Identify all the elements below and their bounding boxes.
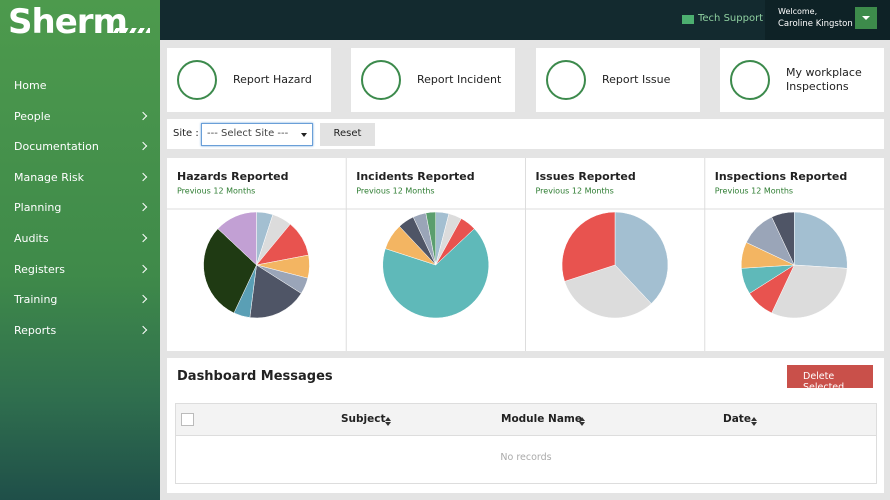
action-icon: [177, 60, 217, 100]
sort-icon: [385, 422, 391, 429]
chart-subtitle: Previous 12 Months: [536, 187, 614, 196]
sort-icon: [751, 422, 757, 429]
chart-subtitle: Previous 12 Months: [715, 187, 793, 196]
chart-title: Inspections Reported: [715, 170, 848, 183]
column-header[interactable]: Module Name: [501, 413, 582, 425]
logo[interactable]: Sherm: [8, 2, 128, 42]
action-icon: [361, 60, 401, 100]
column-header[interactable]: Subject: [341, 413, 386, 425]
caret: [862, 16, 870, 24]
nav-item[interactable]: Audits: [14, 232, 148, 245]
site-label: Site :: [173, 128, 199, 139]
pie-slice: [564, 264, 652, 319]
charts-panel: Hazards Reported Previous 12 Months Incide…: [167, 158, 884, 351]
chart-subtitle: Previous 12 Months: [356, 187, 434, 196]
sort-icon: [751, 414, 757, 421]
topbar: Tech Support Welcome, Caroline Kingston: [160, 0, 890, 40]
welcome: Welcome,: [778, 7, 818, 16]
sort-icon: [579, 422, 585, 429]
user-box: Welcome, Caroline Kingston: [765, 0, 890, 40]
action-card[interactable]: Report Incident: [351, 48, 515, 112]
nav-item[interactable]: People: [14, 110, 148, 123]
nav-item[interactable]: Registers: [14, 263, 148, 276]
action-label: My workplace Inspections: [786, 66, 862, 93]
user-menu[interactable]: [855, 7, 877, 29]
caret: [301, 133, 307, 140]
pie-slice: [614, 211, 669, 304]
messages-panel: Dashboard Messages Delete Selected Subje…: [167, 358, 884, 493]
messages-title: Dashboard Messages: [177, 369, 333, 384]
nav-item[interactable]: Home: [14, 79, 47, 92]
action-label: Report Incident: [417, 73, 502, 86]
table-header: Subject Module Name Date: [176, 404, 876, 436]
sort-icon: [385, 414, 391, 421]
action-label: Report Hazard: [233, 73, 312, 86]
pie-slice: [203, 228, 257, 314]
nav-item[interactable]: Planning: [14, 201, 148, 214]
messages-table: Subject Module Name Date No records: [175, 403, 877, 484]
sidebar: Sherm Home People Documentation Manage Risk…: [0, 0, 160, 500]
pie-slice: [382, 228, 489, 319]
chart-subtitle: Previous 12 Months: [177, 187, 255, 196]
pie-slice: [561, 211, 616, 282]
filter-bar: Site : --- Select Site --- Reset: [167, 119, 884, 149]
site-select[interactable]: --- Select Site ---: [201, 123, 313, 146]
action-icon: [730, 60, 770, 100]
action-card[interactable]: Report Issue: [536, 48, 700, 112]
pie-slice: [425, 211, 436, 266]
pie-slice: [249, 264, 302, 319]
empty-text: No records: [500, 452, 552, 463]
action-icon: [546, 60, 586, 100]
select-text: --- Select Site ---: [207, 128, 289, 139]
pie-slice: [771, 211, 795, 266]
column-header[interactable]: Date: [723, 413, 751, 425]
chart-title: Incidents Reported: [356, 170, 474, 183]
mail-icon: [682, 15, 694, 24]
pie-slice: [794, 211, 848, 269]
reset-button[interactable]: Reset: [320, 123, 375, 146]
action-card[interactable]: Report Hazard: [167, 48, 331, 112]
pie-slice: [771, 264, 848, 319]
chart-title: Issues Reported: [536, 170, 636, 183]
chart-title: Hazards Reported: [177, 170, 289, 183]
tech-support[interactable]: Tech Support: [698, 13, 764, 24]
nav-item[interactable]: Training: [14, 293, 148, 306]
nav-item[interactable]: Reports: [14, 324, 148, 337]
select-all[interactable]: [181, 413, 194, 426]
sort-icon: [579, 414, 585, 421]
logo-mark: [110, 28, 150, 33]
action-card[interactable]: My workplace Inspections: [720, 48, 884, 112]
action-label: Report Issue: [602, 73, 671, 86]
pie-slice: [217, 211, 257, 266]
nav-item[interactable]: Documentation: [14, 140, 148, 153]
nav-item[interactable]: Manage Risk: [14, 171, 148, 184]
user-name: Caroline Kingston: [778, 19, 853, 29]
delete-button[interactable]: Delete Selected: [787, 365, 873, 393]
